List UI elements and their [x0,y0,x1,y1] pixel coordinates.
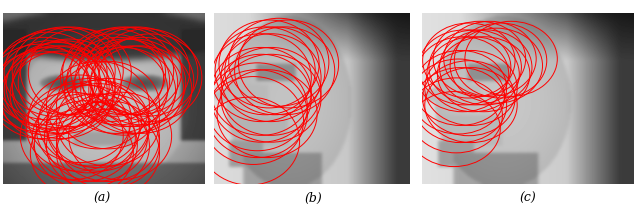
Text: (c): (c) [520,192,536,205]
Text: (a): (a) [94,192,111,205]
Text: (b): (b) [305,192,323,205]
